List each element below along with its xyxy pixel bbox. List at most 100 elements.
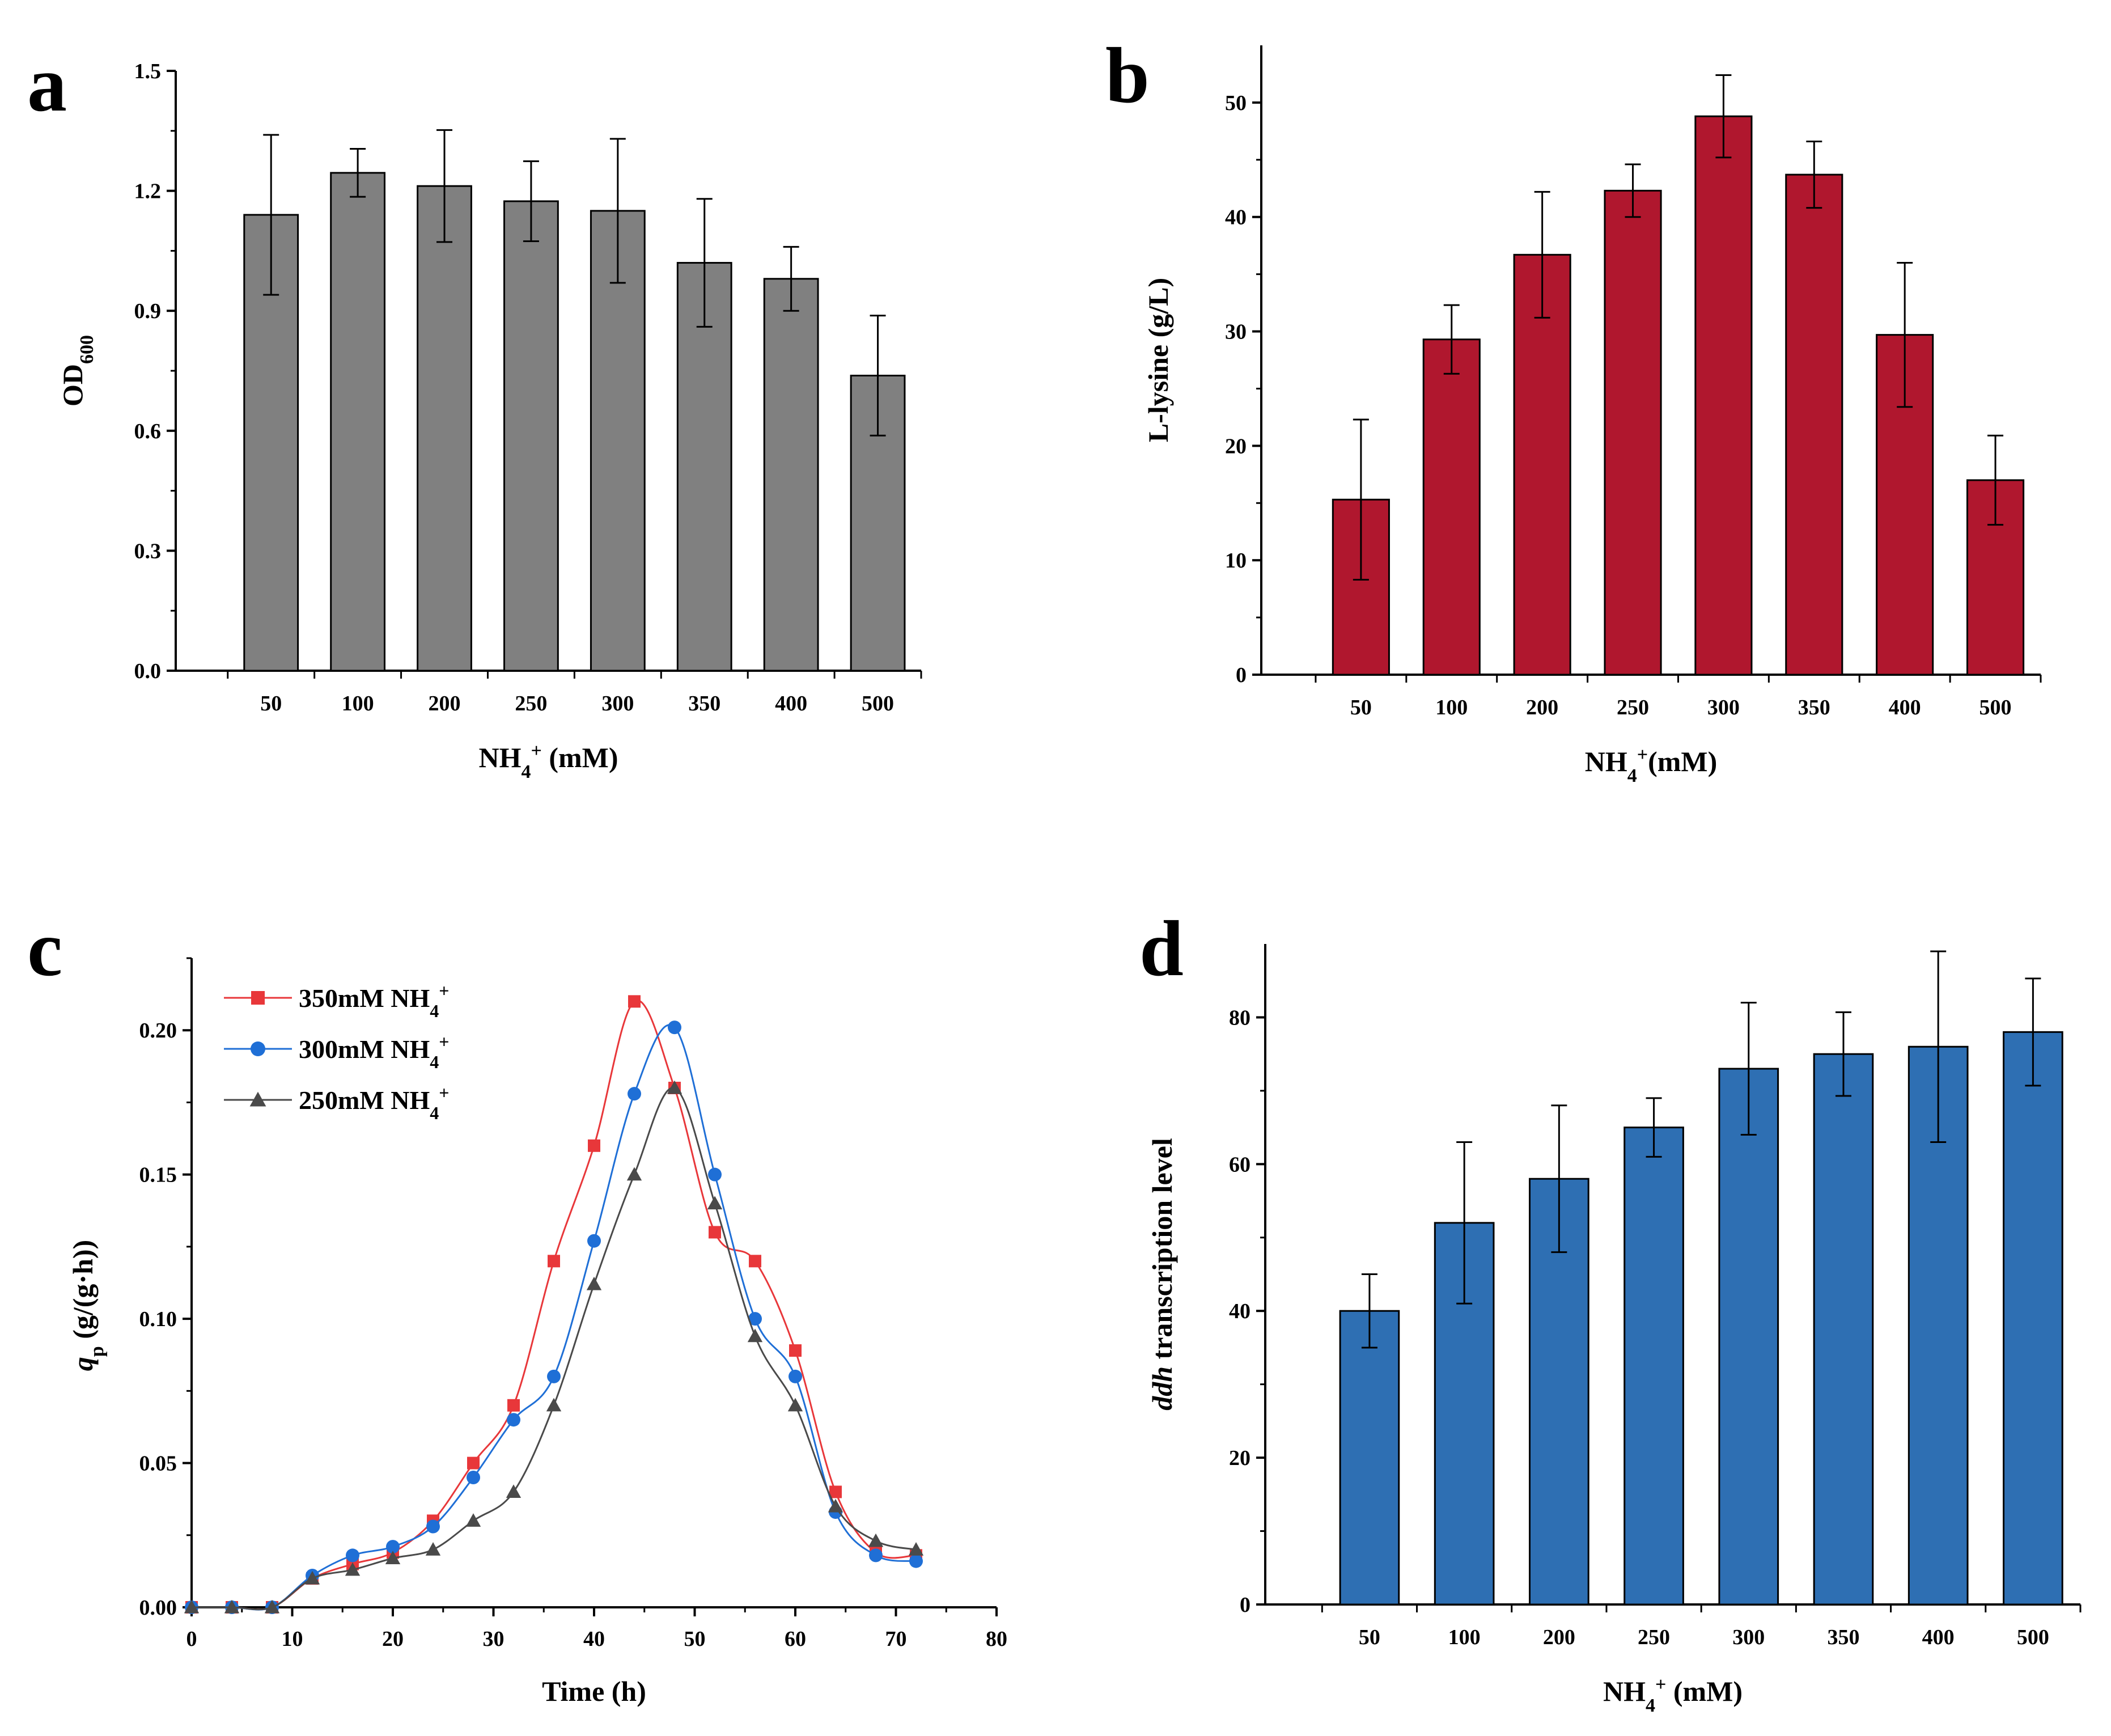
y-tick-label: 10	[1225, 549, 1247, 573]
x-tick-label: 50	[1359, 1625, 1380, 1649]
x-tick-label: 350	[1827, 1625, 1859, 1649]
y-tick-label: 20	[1225, 434, 1247, 458]
label-part: q	[67, 1357, 99, 1371]
bar	[676, 262, 732, 672]
data-point-triangle	[345, 1562, 361, 1576]
label-part: +	[439, 1082, 449, 1103]
bar	[1813, 1053, 1874, 1606]
y-tick-label: 60	[1229, 1153, 1251, 1176]
bar	[2003, 1031, 2063, 1606]
data-point-square	[507, 1399, 520, 1412]
data-point-circle	[547, 1369, 561, 1383]
x-tick-label: 10	[282, 1627, 303, 1651]
label-part: 4	[430, 1052, 439, 1072]
data-point-triangle	[184, 1599, 200, 1614]
bar	[1785, 173, 1843, 676]
data-point-square	[709, 1226, 721, 1239]
data-point-triangle	[787, 1398, 803, 1412]
legend-label: 300mM NH4+	[299, 1031, 449, 1072]
data-point-circle	[909, 1554, 923, 1568]
x-tick-label: 250	[1617, 696, 1649, 719]
label-part: OD	[57, 364, 88, 407]
data-point-triangle	[249, 1091, 266, 1107]
y-tick-label: 0.00	[139, 1596, 177, 1620]
x-tick-label: 100	[342, 692, 374, 715]
panel-a-bar-chart: a 0.0 0.3 0.6 0.9 1.2 1.5 50 100 200 250 300 350 400…	[27, 40, 922, 782]
y-tick-label: 0.9	[134, 299, 162, 323]
data-point-triangle	[667, 1080, 683, 1094]
y-tick-label: 30	[1225, 320, 1247, 344]
x-axis-label: NH4+ (mM)	[478, 740, 618, 782]
x-axis-label: Time (h)	[542, 1675, 646, 1707]
bar	[417, 185, 472, 672]
x-tick-label: 300	[601, 692, 634, 715]
data-point-triangle	[385, 1551, 401, 1565]
label-part: (mM)	[1648, 746, 1717, 777]
data-point-triangle	[707, 1196, 723, 1210]
x-tick-label: 100	[1448, 1625, 1481, 1649]
bar	[1513, 253, 1571, 676]
label-part: 300mM NH	[299, 1035, 430, 1064]
panel-a-letter: a	[27, 40, 67, 128]
bar	[1604, 189, 1662, 676]
data-point-triangle	[828, 1498, 843, 1513]
bar	[1694, 115, 1753, 676]
x-tick-label: 400	[1922, 1625, 1955, 1649]
data-point-triangle	[224, 1599, 240, 1614]
x-axis-label: NH4+(mM)	[1585, 744, 1718, 786]
x-tick-label: 350	[688, 692, 720, 715]
y-tick-label: 80	[1229, 1006, 1251, 1030]
x-axis-label: NH4+ (mM)	[1603, 1674, 1743, 1716]
data-point-triangle	[506, 1484, 522, 1498]
label-part: (mM)	[542, 742, 618, 773]
y-tick-label: 1.2	[134, 180, 162, 204]
data-point-triangle	[425, 1542, 441, 1556]
data-point-circle	[426, 1519, 440, 1534]
legend-label: 250mM NH4+	[299, 1082, 449, 1123]
bar	[1623, 1127, 1684, 1606]
x-tick-label: 70	[885, 1627, 907, 1651]
label-part: 4	[1627, 765, 1637, 786]
x-tick-label: 60	[785, 1627, 806, 1651]
data-point-square	[548, 1255, 560, 1268]
panel-b-letter: b	[1105, 32, 1150, 120]
bar	[590, 210, 646, 672]
data-point-square	[789, 1344, 802, 1357]
x-tick-label: 0	[186, 1627, 197, 1651]
panel-d-letter: d	[1139, 905, 1184, 993]
x-tick-label: 350	[1798, 696, 1830, 719]
data-point-triangle	[868, 1533, 884, 1547]
label-part: 4	[430, 1103, 439, 1123]
data-point-triangle	[465, 1513, 481, 1527]
data-point-square	[829, 1485, 842, 1498]
x-tick-label: 300	[1707, 696, 1740, 719]
y-tick-label: 0.0	[134, 659, 162, 683]
label-part: 350mM NH	[299, 984, 430, 1013]
label-part: transcription level	[1146, 1138, 1178, 1366]
x-tick-label: 500	[2017, 1625, 2049, 1649]
panel-b-bar-chart: b 0 10 20 30 40 50 50 100 200 250 300 350 400 500 NH4+…	[1105, 32, 2042, 786]
y-tick-label: 0.6	[134, 420, 162, 443]
panel-c-letter: c	[27, 905, 62, 993]
x-tick-label: 250	[1638, 1625, 1670, 1649]
x-tick-label: 500	[862, 692, 894, 715]
data-point-triangle	[546, 1398, 562, 1412]
x-tick-label: 100	[1435, 696, 1468, 719]
x-tick-label: 200	[1526, 696, 1558, 719]
y-tick-label: 0	[1236, 663, 1247, 687]
bar	[763, 278, 819, 672]
label-part: 4	[1646, 1695, 1655, 1716]
data-point-circle	[251, 1041, 265, 1056]
y-tick-label: 0.3	[134, 539, 162, 563]
label-part: 250mM NH	[299, 1086, 430, 1115]
label-part: NH	[478, 742, 521, 773]
data-point-circle	[467, 1471, 480, 1484]
y-tick-label: 50	[1225, 91, 1247, 115]
y-axis-label: ddh transcription level	[1146, 1138, 1178, 1411]
data-point-square	[749, 1255, 761, 1268]
label-part: (g/(g·h))	[67, 1240, 99, 1346]
x-tick-label: 500	[1979, 696, 2012, 719]
x-tick-label: 50	[260, 692, 282, 715]
label-part: NH	[1603, 1675, 1646, 1707]
